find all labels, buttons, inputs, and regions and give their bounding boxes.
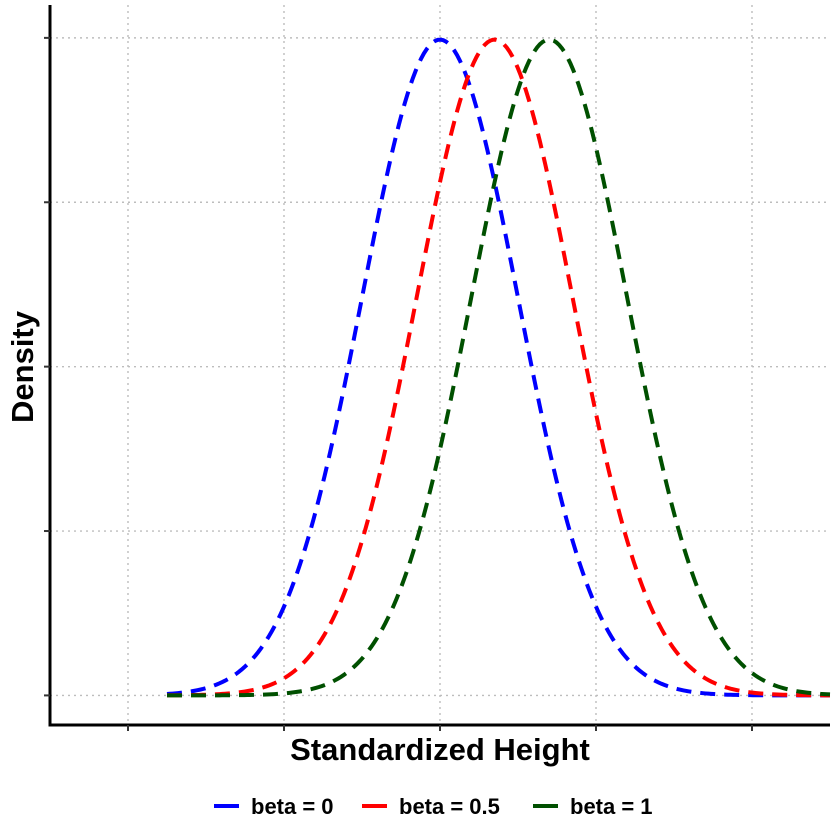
series-lines <box>166 37 831 698</box>
legend-label-0: beta = 0 <box>251 794 334 819</box>
axes <box>44 5 830 731</box>
x-axis-title: Standardized Height <box>290 732 590 767</box>
grid <box>50 5 830 725</box>
series-line-2 <box>167 37 831 698</box>
legend-label-2: beta = 1 <box>570 794 653 819</box>
legend-label-1: beta = 0.5 <box>399 794 500 819</box>
series-line-1 <box>166 37 831 698</box>
legend: beta = 0 beta = 0.5 beta = 1 <box>214 794 653 819</box>
y-axis-title: Density <box>5 310 40 423</box>
series-line-0 <box>166 37 830 698</box>
